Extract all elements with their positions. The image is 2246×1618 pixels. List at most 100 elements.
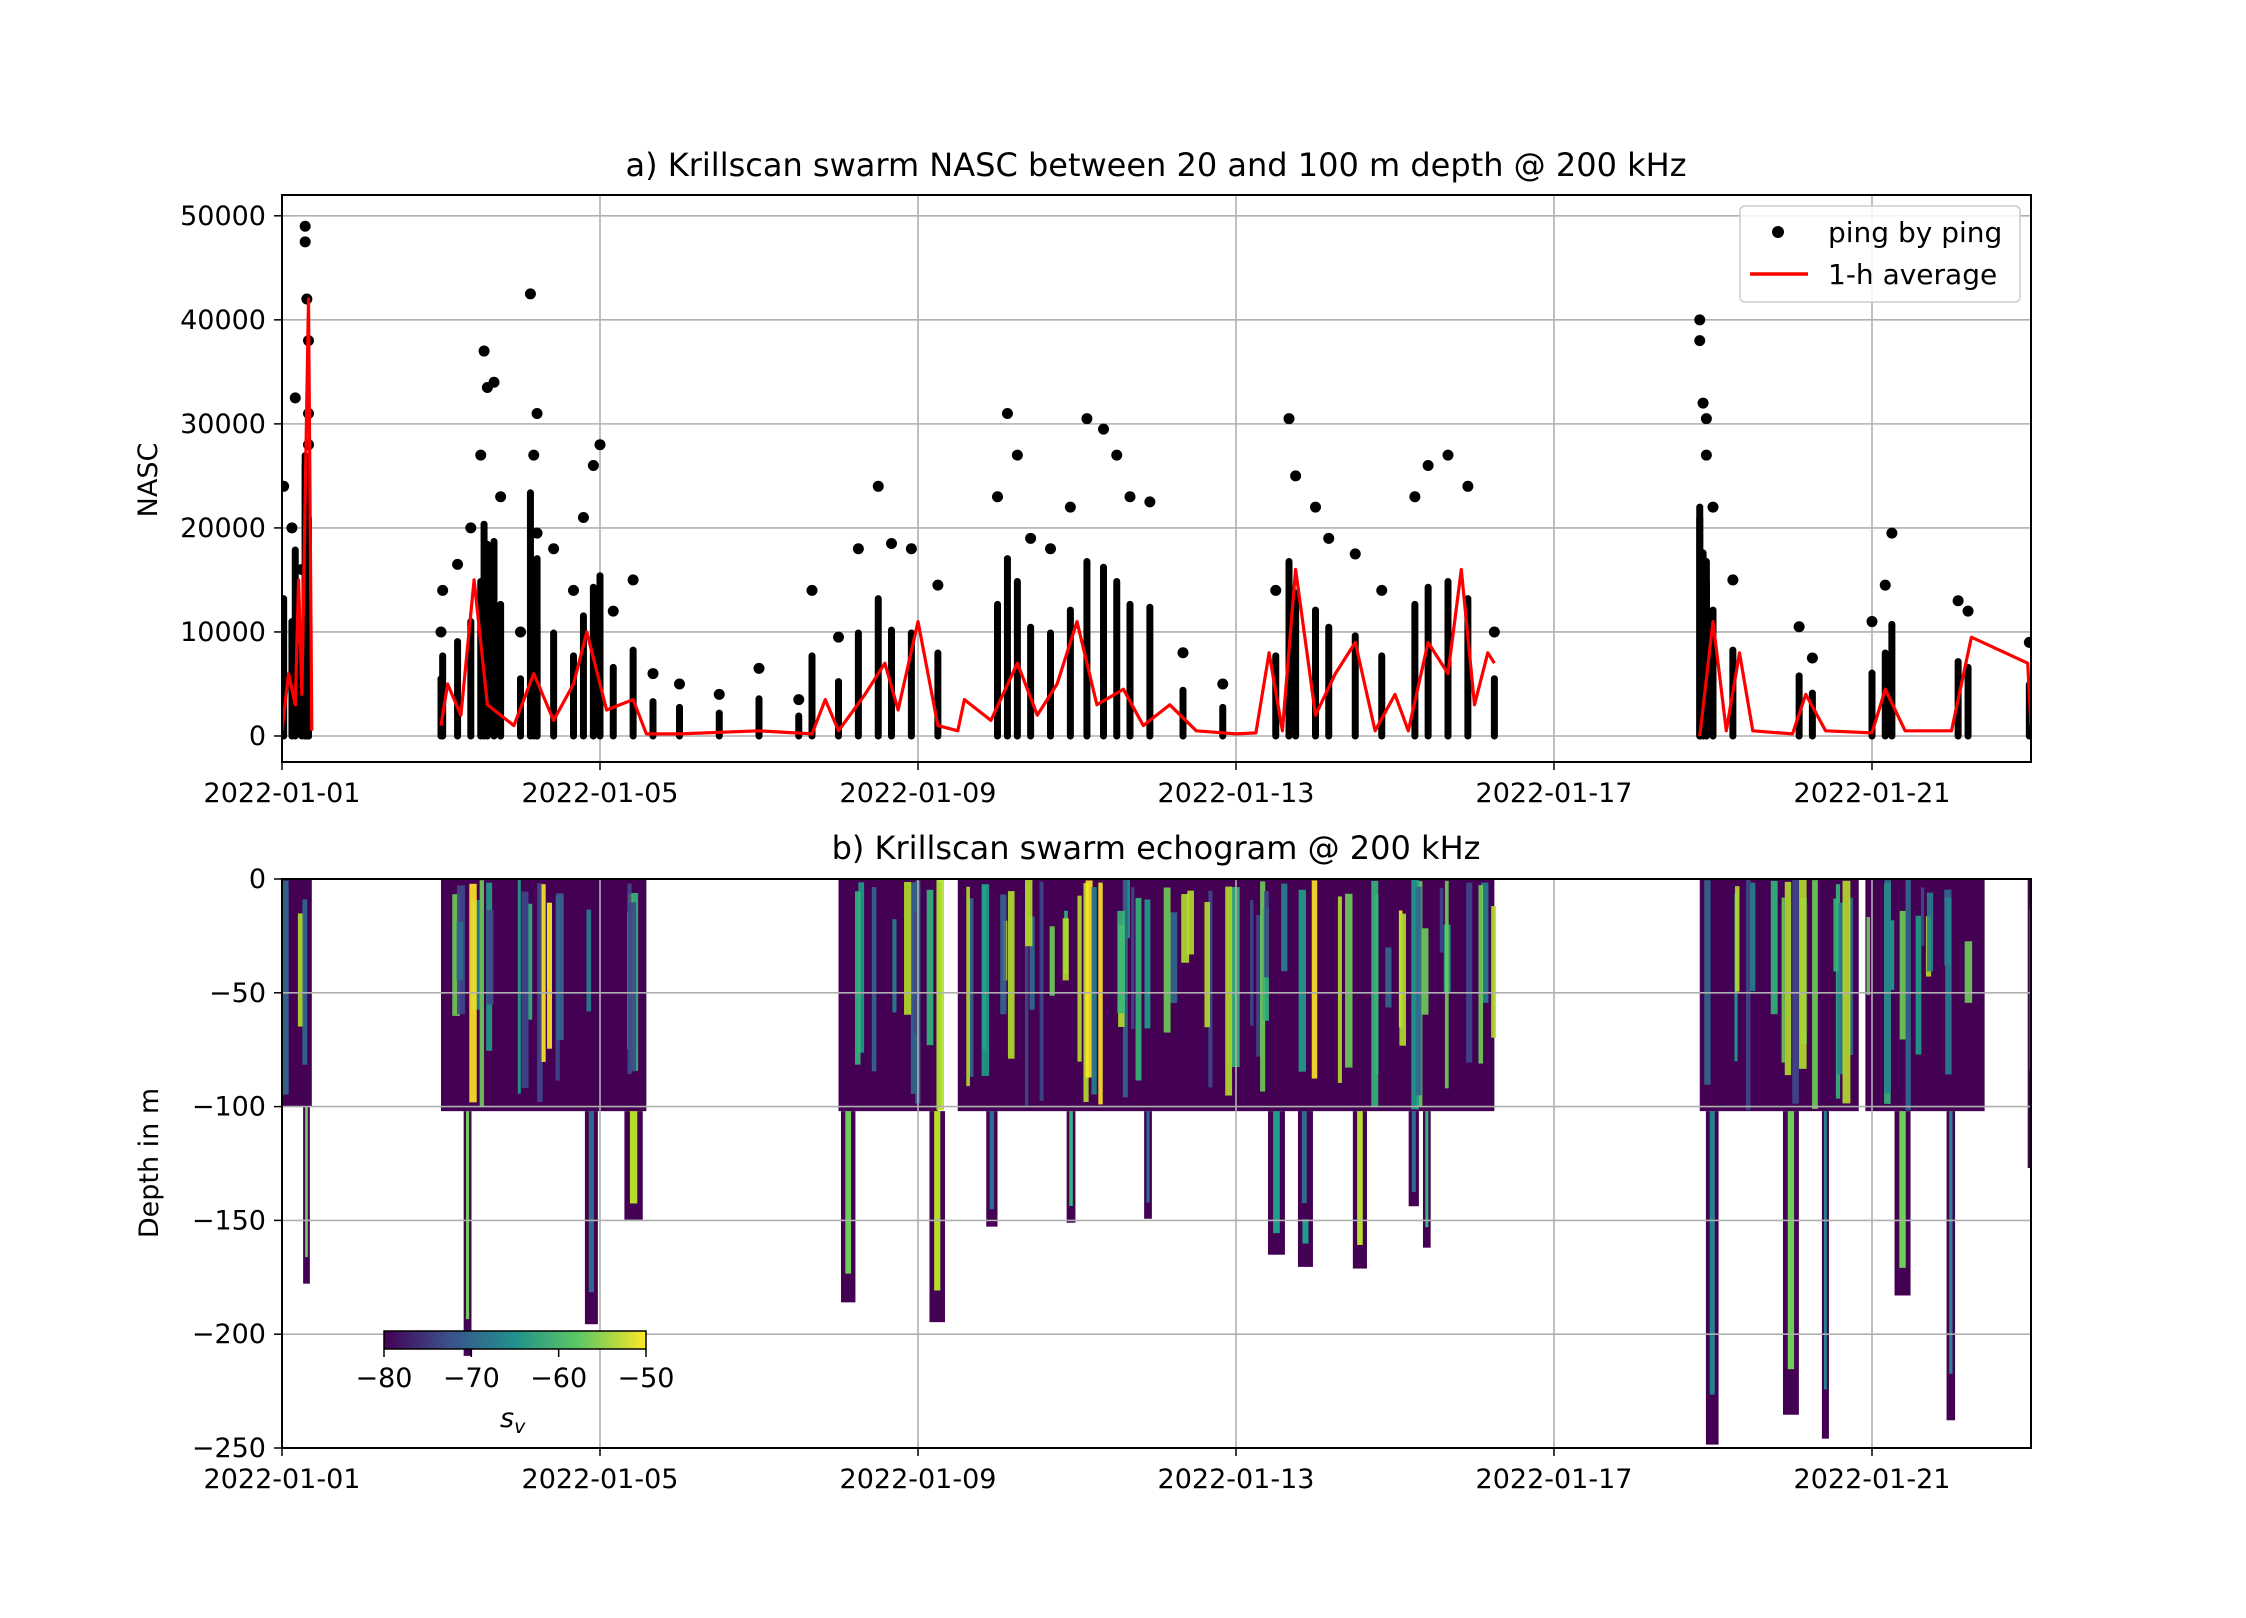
- ping-point: [528, 449, 540, 461]
- echogram-streak: [1833, 898, 1839, 972]
- echogram-surface-block: [1699, 879, 1859, 1112]
- ping-point: [515, 626, 526, 638]
- ping-point: [296, 564, 308, 576]
- echogram-streak: [910, 882, 916, 1094]
- echogram-streak: [1905, 879, 1911, 1111]
- echogram-streak: [1144, 899, 1151, 1029]
- panel-a-y-tick-label: 20000: [180, 513, 266, 544]
- echogram-streak: [1371, 880, 1379, 1107]
- ping-point: [1290, 470, 1302, 482]
- panel-b-x-tick-label: 2022-01-09: [840, 1464, 997, 1495]
- panel-b-x-tick-label: 2022-01-17: [1476, 1464, 1633, 1495]
- echogram-streak: [926, 889, 934, 1046]
- ping-point: [872, 480, 884, 492]
- legend-label-ping: ping by ping: [1828, 216, 2002, 249]
- colorbar-label: sv: [500, 1403, 526, 1438]
- ping-point: [674, 678, 685, 690]
- echogram-streak: [1062, 918, 1069, 981]
- echogram-streak: [1792, 880, 1799, 1104]
- echogram-streak: [1466, 882, 1473, 1063]
- panel-a-y-tick-label: 50000: [180, 201, 266, 232]
- colorbar-gradient: [383, 1330, 647, 1350]
- echogram-deep-streak: [1273, 1111, 1280, 1234]
- ping-point: [1111, 449, 1123, 461]
- echogram-streak: [1848, 897, 1854, 1056]
- echogram-streak: [1866, 917, 1870, 996]
- legend-box: [1739, 205, 2021, 303]
- ping-point: [1962, 605, 1974, 617]
- echogram-streak: [1085, 880, 1093, 1078]
- echogram-streak: [1039, 881, 1044, 1101]
- echogram-streak: [1077, 895, 1082, 1062]
- panel-b: b) Krillscan swarm echogram @ 200 kHz 20…: [134, 829, 2032, 1495]
- ping-point: [1422, 459, 1434, 471]
- echogram-deep-streak: [588, 1111, 594, 1293]
- legend-marker-ping: [1772, 226, 1784, 238]
- ping-point: [607, 605, 619, 617]
- echogram-streak: [1444, 880, 1449, 1089]
- echogram-streak: [297, 913, 304, 1027]
- ping-point: [437, 584, 449, 596]
- echogram-streak: [1491, 906, 1497, 1038]
- ping-point: [713, 688, 725, 700]
- panel-a-x-tick-label: 2022-01-01: [204, 778, 361, 809]
- panel-a-y-tick-label: 30000: [180, 409, 266, 440]
- echogram-streak: [1024, 882, 1029, 1106]
- panel-b-y-tick-label: −100: [192, 1092, 266, 1123]
- ping-point: [1001, 407, 1013, 419]
- panel-b-x-ticks: 2022-01-01 2022-01-05 2022-01-09 2022-01-13…: [204, 1448, 1950, 1495]
- ping-point: [452, 558, 464, 570]
- echogram-streak: [1025, 879, 1033, 947]
- ping-point: [1098, 423, 1109, 435]
- echogram-streak: [1890, 920, 1895, 990]
- echogram-streak: [1781, 897, 1785, 1063]
- echogram-streak: [1784, 881, 1792, 1076]
- echogram-streak: [1049, 926, 1055, 996]
- ping-point: [1700, 449, 1712, 461]
- panel-a-y-axis-label: NASC: [133, 443, 164, 518]
- echogram-streak: [1281, 883, 1288, 972]
- echogram-streak: [1181, 894, 1190, 963]
- ping-point: [1323, 532, 1335, 544]
- echogram-streak: [936, 879, 945, 1111]
- panel-b-y-tick-label: 0: [249, 864, 266, 895]
- ping-point: [1310, 501, 1321, 513]
- ping-point: [2023, 636, 2031, 648]
- echogram-streak: [1204, 902, 1211, 1028]
- echogram-streak: [1812, 880, 1818, 1109]
- echogram-streak: [1385, 947, 1392, 1008]
- ping-point: [1442, 449, 1454, 461]
- echogram-streak: [1260, 881, 1266, 1092]
- panel-b-y-ticks: 0 −50 −100 −150 −200 −250: [192, 864, 282, 1464]
- echogram-streak: [1704, 880, 1711, 1085]
- echogram-streak: [1734, 886, 1740, 992]
- ping-point: [531, 407, 543, 419]
- echogram-streak: [1311, 880, 1318, 1079]
- ping-point: [1177, 647, 1189, 659]
- ping-point: [1793, 621, 1805, 633]
- echogram-streak: [1920, 887, 1925, 946]
- panel-a: a) Krillscan swarm NASC between 20 and 1…: [133, 146, 2032, 809]
- echogram-streak: [1884, 880, 1891, 1094]
- echogram-streak: [556, 893, 564, 1041]
- ping-point: [1144, 496, 1156, 508]
- ping-point: [531, 527, 543, 539]
- echogram-streak: [1126, 879, 1130, 939]
- panel-b-y-tick-label: −200: [192, 1319, 266, 1350]
- echogram-streak: [904, 881, 912, 1015]
- ping-point: [1700, 413, 1712, 425]
- ping-point: [1694, 335, 1706, 347]
- echogram-deep-streak: [1357, 1111, 1363, 1245]
- ping-point: [1011, 449, 1023, 461]
- panel-b-title: b) Krillscan swarm echogram @ 200 kHz: [832, 829, 1481, 867]
- panel-a-y-tick-label: 40000: [180, 305, 266, 336]
- ping-point: [1270, 584, 1282, 596]
- echogram-streak: [1000, 894, 1007, 1015]
- echogram-streak: [528, 903, 533, 1020]
- echogram-deep-streak: [1146, 1111, 1150, 1203]
- colorbar-label-sub: v: [514, 1416, 526, 1438]
- ping-point: [886, 538, 897, 550]
- echogram-streak: [517, 879, 521, 1094]
- ping-point: [587, 459, 599, 471]
- echogram-streak: [969, 898, 974, 1077]
